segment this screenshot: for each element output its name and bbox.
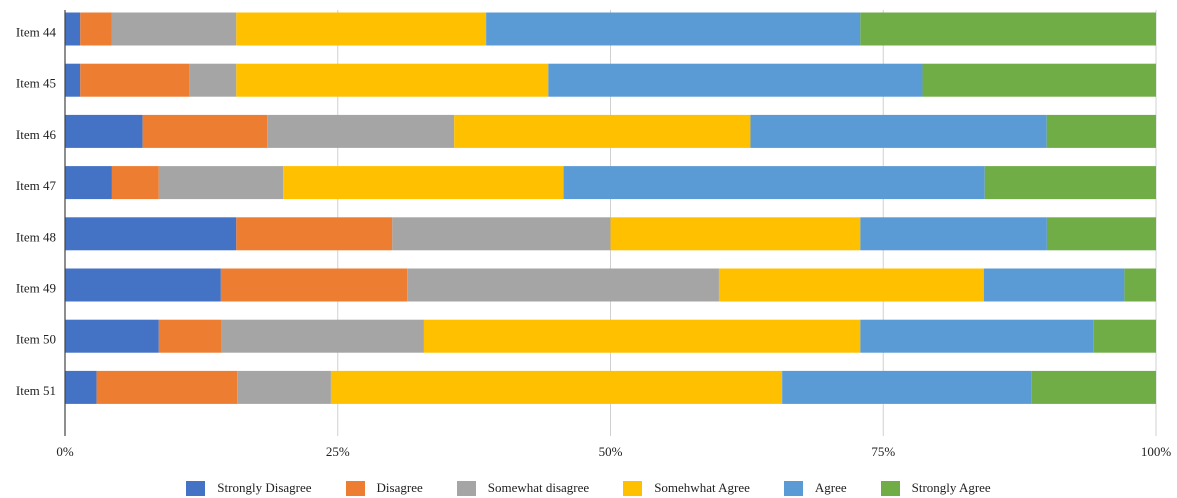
bar-segment	[158, 166, 284, 200]
legend-label: Disagree	[376, 480, 423, 495]
bar-segment	[1031, 370, 1156, 404]
x-tick-label: 0%	[56, 444, 74, 459]
legend-label: Somehwhat Agree	[654, 480, 750, 495]
bar-segment	[750, 114, 1047, 148]
legend-swatch	[456, 480, 476, 496]
bar-segment	[1046, 217, 1156, 251]
bar-segment	[1093, 319, 1156, 353]
bar-segment	[65, 166, 112, 200]
stacked-bar-chart: Item 44 Item 45 Item 46 Item 47 Item 48 Item …	[16, 10, 1171, 459]
bar-segment	[267, 114, 455, 148]
bar-segment	[221, 319, 424, 353]
legend-item: Disagree	[345, 480, 423, 496]
legend-label: Somewhat disagree	[487, 480, 590, 495]
y-tick-label: Item 50	[16, 332, 56, 347]
bar-segment	[563, 166, 985, 200]
bar-segment	[548, 63, 923, 97]
bar-segment	[1124, 268, 1156, 302]
legend-item: Strongly Agree	[880, 480, 991, 496]
bar-segment	[65, 114, 143, 148]
legend-label: Agree	[814, 480, 847, 495]
legend-swatch	[186, 480, 206, 496]
bar-segment	[111, 166, 159, 200]
bar-segment	[423, 319, 861, 353]
bar-segment	[96, 370, 238, 404]
bar-segment	[65, 268, 221, 302]
bar-segment	[65, 12, 81, 46]
x-tick-label: 75%	[871, 444, 895, 459]
bar-segment	[237, 370, 331, 404]
legend-item: Somehwhat Agree	[623, 480, 750, 496]
bar-segment	[392, 217, 611, 251]
bar-segment	[189, 63, 237, 97]
y-tick-label: Item 51	[16, 383, 56, 398]
legend: Strongly Disagree Disagree Somewhat disagr…	[0, 478, 1177, 498]
x-tick-label: 100%	[1141, 444, 1172, 459]
bar-segment	[1046, 114, 1156, 148]
bar-segment	[782, 370, 1032, 404]
legend-swatch	[880, 480, 900, 496]
legend-label: Strongly Agree	[911, 480, 991, 495]
x-tick-label: 25%	[326, 444, 350, 459]
legend-swatch	[623, 480, 643, 496]
y-tick-label: Item 45	[16, 76, 56, 91]
bar-segment	[80, 63, 190, 97]
legend-swatch	[345, 480, 365, 496]
x-tick-label: 50%	[599, 444, 623, 459]
bar-segment	[486, 12, 861, 46]
legend-label: Strongly Disagree	[217, 480, 312, 495]
bar-segment	[330, 370, 783, 404]
bar-segment	[454, 114, 751, 148]
bar-segment	[80, 12, 112, 46]
bar-segment	[65, 370, 97, 404]
bar-segment	[718, 268, 984, 302]
y-tick-label: Item 47	[16, 178, 57, 193]
bar-segment	[65, 217, 237, 251]
y-tick-label: Item 48	[16, 229, 56, 244]
y-axis-labels: Item 44 Item 45 Item 46 Item 47 Item 48 Item …	[16, 24, 57, 397]
bar-segment	[922, 63, 1156, 97]
bar-segment	[860, 217, 1047, 251]
bar-segment	[283, 166, 564, 200]
bar-segment	[610, 217, 861, 251]
bar-segment	[860, 319, 1094, 353]
bar-segment	[142, 114, 268, 148]
bar-segment	[236, 217, 393, 251]
x-axis-labels: 0% 25% 50% 75% 100%	[56, 444, 1171, 459]
y-tick-label: Item 46	[16, 127, 57, 142]
legend-swatch	[783, 480, 803, 496]
bar-segment	[220, 268, 408, 302]
bar-segment	[65, 319, 159, 353]
bar-segment	[236, 12, 487, 46]
y-tick-label: Item 49	[16, 280, 56, 295]
bar-segment	[984, 166, 1156, 200]
bar-segment	[860, 12, 1156, 46]
bar-segment	[65, 63, 81, 97]
bars	[65, 12, 1156, 404]
legend-item: Strongly Disagree	[186, 480, 312, 496]
bar-segment	[158, 319, 222, 353]
legend-item: Agree	[783, 480, 847, 496]
legend-item: Somewhat disagree	[456, 480, 590, 496]
bar-segment	[983, 268, 1125, 302]
y-tick-label: Item 44	[16, 24, 57, 39]
bar-segment	[236, 63, 549, 97]
bar-segment	[111, 12, 237, 46]
bar-segment	[407, 268, 719, 302]
